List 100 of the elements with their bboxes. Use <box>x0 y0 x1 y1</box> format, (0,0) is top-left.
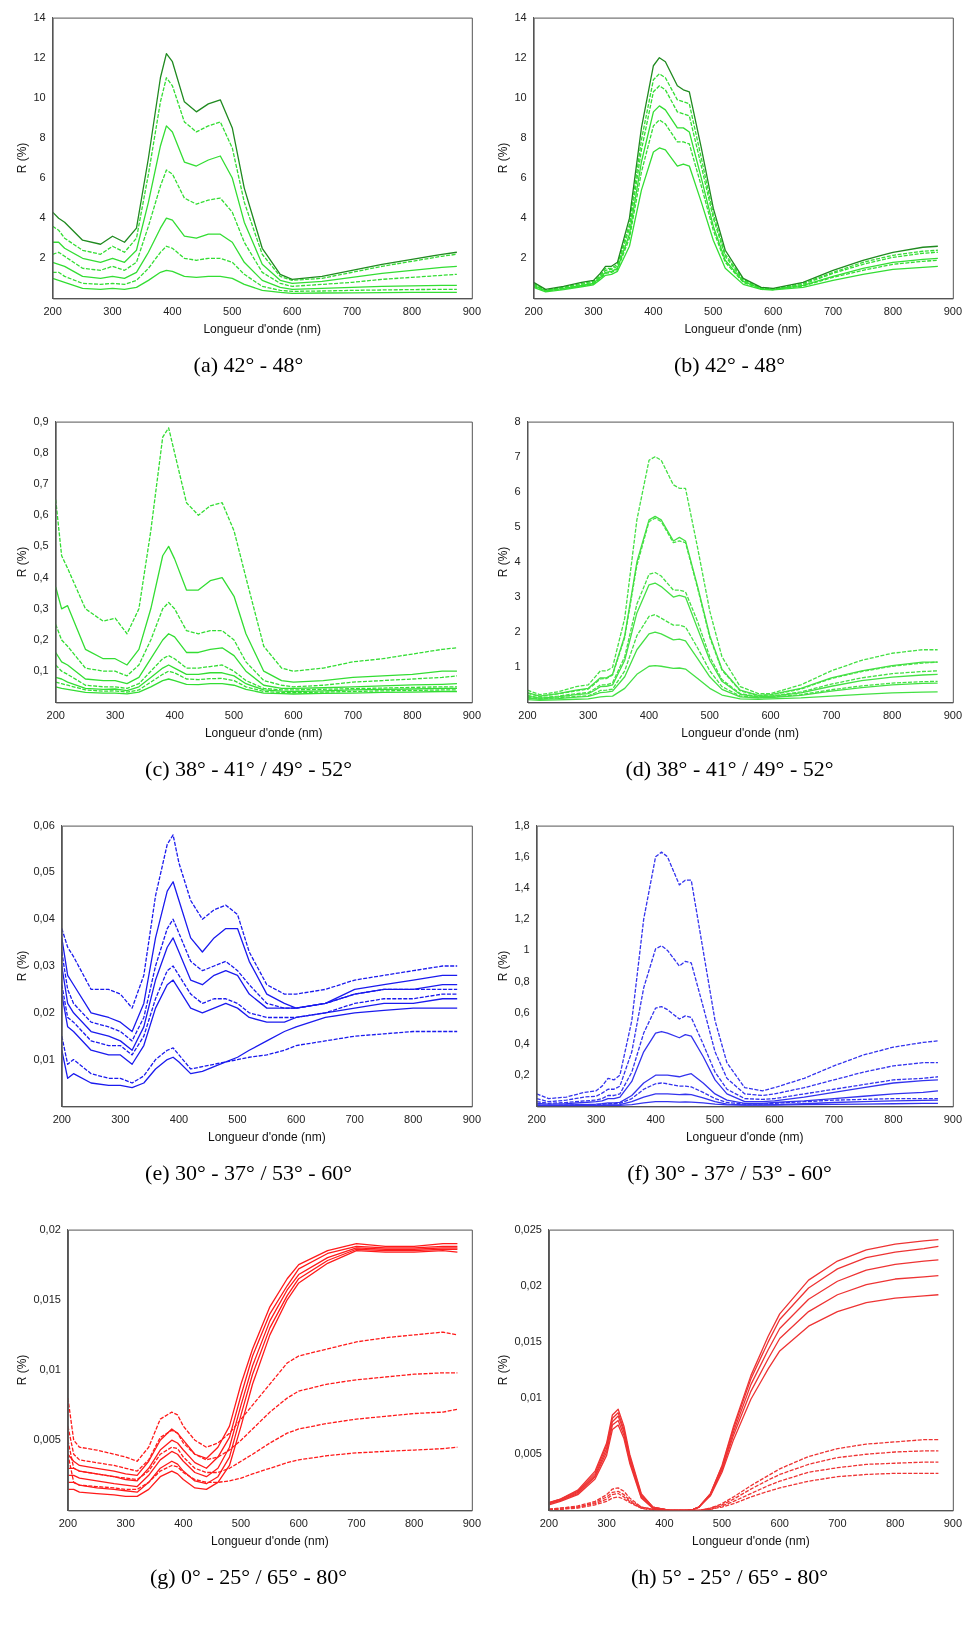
x-tick-label: 300 <box>578 709 597 722</box>
x-tick-label: 900 <box>462 1113 481 1126</box>
x-tick-label: 600 <box>770 1517 789 1530</box>
y-tick-label: 1,6 <box>513 849 530 862</box>
x-tick-label: 900 <box>943 305 962 318</box>
y-tick-label: 10 <box>32 90 46 103</box>
y-tick-label: 0,05 <box>32 865 55 878</box>
x-tick-label: 700 <box>824 1113 843 1126</box>
text: (a) 42° - 48° <box>193 352 304 378</box>
y-tick-label: 0,02 <box>520 1278 542 1291</box>
x-tick-label: 500 <box>705 1113 724 1126</box>
y-tick-label: 0,6 <box>32 508 49 521</box>
x-tick-label: 900 <box>943 709 962 722</box>
y-tick-label: 1,2 <box>513 912 530 925</box>
x-tick-label: 700 <box>345 1113 364 1126</box>
x-tick-label: 400 <box>639 709 658 722</box>
x-tick-label: 200 <box>539 1517 558 1530</box>
y-tick-label: 0,06 <box>32 818 55 831</box>
x-tick-label: 500 <box>703 305 722 318</box>
x-tick-label: 800 <box>404 1517 423 1530</box>
y-tick-label: 8 <box>520 130 527 143</box>
x-tick-label: 700 <box>827 1517 847 1530</box>
y-tick-label: 4 <box>513 555 521 568</box>
x-tick-label: 600 <box>763 305 782 318</box>
x-tick-label: 400 <box>643 305 663 318</box>
y-tick-label: 0,025 <box>513 1222 542 1235</box>
x-tick-label: 500 <box>712 1517 731 1530</box>
x-tick-label: 800 <box>885 1517 904 1530</box>
y-tick-label: 6 <box>520 171 527 184</box>
y-tick-label: 0,2 <box>513 1068 530 1081</box>
x-tick-label: 200 <box>42 305 62 318</box>
y-tick-label: 0,5 <box>32 539 49 552</box>
x-tick-label: 600 <box>282 305 301 318</box>
y-tick-label: 1 <box>523 943 530 956</box>
x-tick-label: 500 <box>227 1113 247 1126</box>
y-tick-label: 0,4 <box>513 1037 530 1050</box>
x-tick-label: 800 <box>883 1113 903 1126</box>
x-tick-label: 400 <box>162 305 182 318</box>
x-tick-label: 300 <box>583 305 603 318</box>
x-tick-label: 800 <box>882 709 901 722</box>
x-tick-label: 200 <box>46 709 65 722</box>
x-tick-label: 500 <box>222 305 241 318</box>
text: (b) 42° - 48° <box>673 352 786 378</box>
x-tick-label: 700 <box>346 1517 366 1530</box>
x-tick-label: 600 <box>283 709 303 722</box>
x-tick-label: 400 <box>654 1517 674 1530</box>
x-tick-label: 200 <box>517 709 537 722</box>
x-tick-label: 900 <box>943 1113 962 1126</box>
y-tick-label: 0,015 <box>32 1292 61 1305</box>
x-axis-title: Longueur d'onde (nm) <box>680 726 799 741</box>
y-tick-label: 2 <box>513 625 521 638</box>
y-axis-title: R (%) <box>495 546 510 578</box>
y-tick-label: 0,015 <box>513 1334 542 1347</box>
x-tick-label: 800 <box>883 305 902 318</box>
y-tick-label: 0,01 <box>39 1363 61 1376</box>
x-tick-label: 600 <box>760 709 780 722</box>
x-tick-label: 300 <box>110 1113 130 1126</box>
y-tick-label: 14 <box>32 10 46 23</box>
x-tick-label: 900 <box>462 305 481 318</box>
y-tick-label: 0,01 <box>32 1052 55 1065</box>
x-tick-label: 800 <box>402 305 421 318</box>
text: (c) 38° - 41° / 49° - 52° <box>145 756 352 782</box>
y-tick-label: 2 <box>39 251 46 264</box>
y-tick-label: 0,005 <box>513 1447 542 1460</box>
y-axis-title: R (%) <box>495 1354 510 1386</box>
y-tick-label: 0,3 <box>32 601 49 614</box>
text: (d) 38° - 41° / 49° - 52° <box>625 756 834 782</box>
x-tick-label: 300 <box>102 305 122 318</box>
y-tick-label: 10 <box>513 90 527 103</box>
text: (f) 30° - 37° / 53° - 60° <box>627 1160 832 1186</box>
y-tick-label: 1,4 <box>513 881 530 894</box>
y-tick-label: 0,03 <box>32 959 55 972</box>
x-axis-title: Longueur d'onde (nm) <box>210 1534 329 1549</box>
x-tick-label: 700 <box>823 305 842 318</box>
y-tick-label: 5 <box>513 519 521 532</box>
x-tick-label: 200 <box>58 1517 77 1530</box>
y-tick-label: 0,8 <box>513 974 530 987</box>
x-tick-label: 300 <box>105 709 124 722</box>
x-tick-label: 500 <box>700 709 719 722</box>
y-axis-title: R (%) <box>495 950 510 982</box>
y-tick-label: 0,7 <box>32 477 49 490</box>
y-tick-label: 8 <box>513 414 521 427</box>
y-tick-label: 0,04 <box>32 912 55 925</box>
y-tick-label: 1,8 <box>513 818 530 831</box>
y-tick-label: 2 <box>520 251 527 264</box>
y-tick-label: 0,02 <box>39 1222 61 1235</box>
x-tick-label: 300 <box>596 1517 616 1530</box>
x-axis-title: Longueur d'onde (nm) <box>204 726 323 741</box>
y-axis-title: R (%) <box>14 546 29 578</box>
x-tick-label: 700 <box>342 305 361 318</box>
y-tick-label: 0,4 <box>32 570 49 583</box>
x-tick-label: 200 <box>527 1113 546 1126</box>
x-tick-label: 600 <box>289 1517 308 1530</box>
x-axis-title: Longueur d'onde (nm) <box>207 1130 326 1145</box>
y-axis-title: R (%) <box>14 1354 29 1386</box>
y-axis-title: R (%) <box>14 950 29 982</box>
x-tick-label: 200 <box>52 1113 71 1126</box>
y-tick-label: 6 <box>513 484 521 497</box>
x-axis-title: Longueur d'onde (nm) <box>691 1534 810 1549</box>
x-tick-label: 900 <box>462 709 481 722</box>
